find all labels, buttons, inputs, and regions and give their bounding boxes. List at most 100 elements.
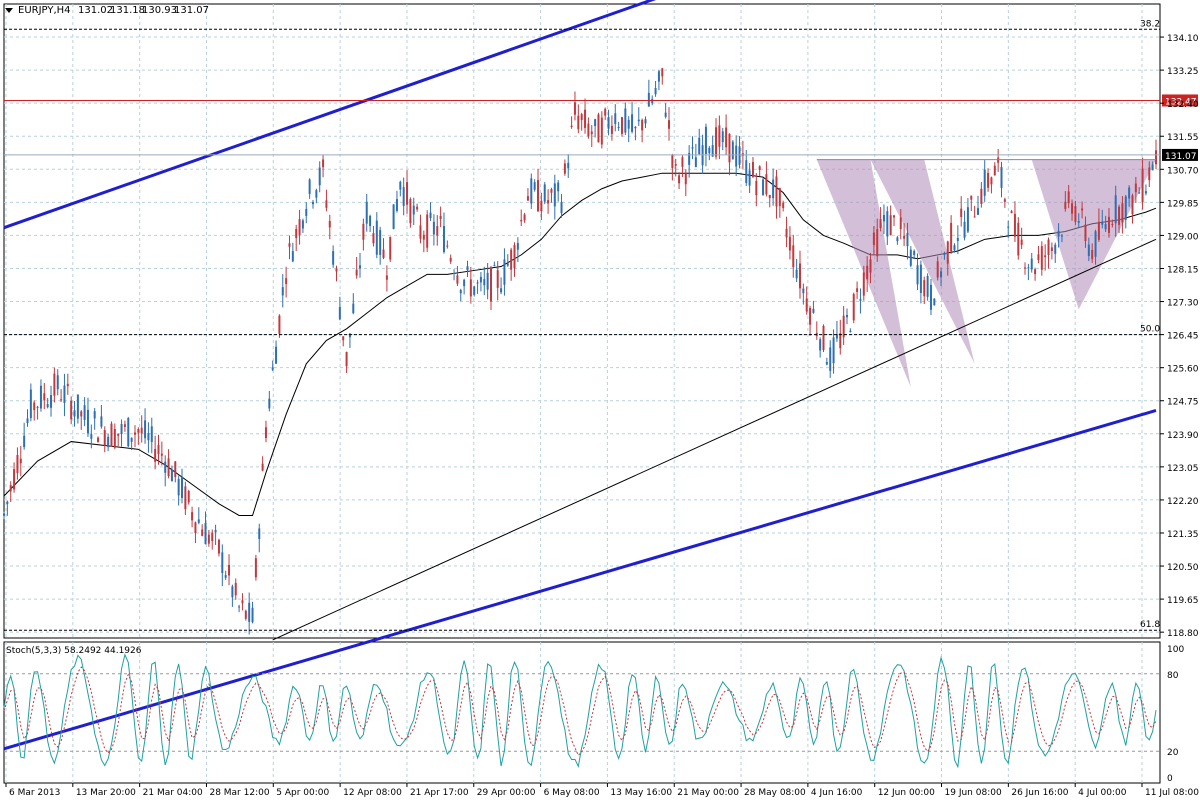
candle-body — [449, 257, 452, 262]
candle-body — [453, 273, 456, 275]
candle-body — [29, 389, 32, 419]
candle-body — [258, 528, 261, 539]
candle-body — [825, 361, 828, 365]
trend-lines — [3, 0, 1157, 751]
candle-body — [174, 461, 177, 478]
x-tick-label: 13 May 16:00 — [610, 788, 672, 798]
candle-body — [872, 232, 875, 245]
candle-body — [758, 166, 761, 170]
candle-body — [80, 411, 83, 417]
candle-body — [792, 245, 795, 268]
candle-body — [140, 427, 143, 434]
candle-body — [661, 68, 664, 77]
candle-body — [1047, 239, 1050, 256]
candle-body — [533, 182, 536, 190]
candle-body — [993, 165, 996, 176]
candle-body — [93, 411, 96, 419]
candle-body — [228, 564, 231, 576]
candle-body — [1067, 191, 1070, 204]
candle-body — [684, 172, 687, 185]
candle-body — [348, 333, 351, 338]
candle-body — [1071, 203, 1074, 214]
candle-body — [1044, 255, 1047, 258]
candle-body — [577, 115, 580, 130]
candle-body — [281, 287, 284, 296]
candle-body — [429, 212, 432, 219]
candle-body — [506, 263, 509, 266]
candle-body — [600, 117, 603, 145]
candle-body — [785, 228, 788, 238]
candle-body — [76, 394, 79, 419]
candle-body — [573, 102, 576, 115]
candle-body — [1131, 195, 1134, 215]
candle-body — [278, 315, 281, 334]
candle-body — [1007, 226, 1010, 228]
candle-body — [1121, 203, 1124, 223]
candle-body — [671, 155, 674, 168]
candle-body — [436, 226, 439, 236]
candle-body — [876, 229, 879, 257]
candle-body — [584, 109, 587, 128]
y-tick-label: 119.65 — [1167, 596, 1199, 606]
candle-body — [1134, 183, 1137, 193]
candle-body — [526, 196, 529, 201]
candle-body — [1111, 224, 1114, 226]
candle-body — [181, 476, 184, 498]
candle-body — [772, 179, 775, 199]
candle-body — [960, 208, 963, 218]
candle-body — [13, 469, 16, 490]
candle-body — [940, 271, 943, 278]
candle-body — [117, 433, 120, 436]
candle-body — [594, 119, 597, 127]
candle-body — [466, 266, 469, 271]
candle-body — [624, 108, 627, 133]
candle-body — [1138, 192, 1141, 194]
candle-body — [762, 179, 765, 195]
y-tick-label: 127.30 — [1167, 299, 1199, 309]
candle-body — [110, 423, 113, 447]
candle-body — [543, 184, 546, 202]
y-tick-label: 129.00 — [1167, 232, 1199, 242]
candle-body — [775, 176, 778, 207]
candle-body — [896, 237, 899, 242]
symbol-label: EURJPY,H4 — [18, 5, 71, 16]
candle-body — [184, 486, 187, 510]
candle-body — [244, 610, 247, 619]
candle-body — [1081, 208, 1084, 211]
candle-body — [540, 200, 543, 212]
x-tick-label: 6 May 08:00 — [544, 788, 600, 798]
candle-body — [926, 275, 929, 297]
candle-body — [694, 157, 697, 168]
candle-body — [248, 602, 251, 622]
fib-level-label: 50.0 — [1140, 325, 1160, 335]
candle-body — [751, 161, 754, 177]
candle-body — [369, 215, 372, 226]
candle-body — [530, 178, 533, 204]
dropdown-triangle-icon[interactable] — [5, 8, 13, 13]
candle-body — [261, 463, 264, 471]
candle-body — [194, 522, 197, 533]
candle-body — [426, 214, 429, 248]
time-axis: 6 Mar 2013 13 Mar 20:00 21 Mar 04:00 28 Mar… — [5, 783, 1199, 798]
candle-body — [43, 393, 46, 401]
candle-body — [231, 586, 234, 598]
channel-lower-line — [3, 409, 1157, 751]
y-tick-label: 128.15 — [1167, 265, 1199, 275]
candle-body — [120, 423, 123, 435]
candle-body — [221, 552, 224, 574]
candle-body — [523, 214, 526, 221]
candle-body — [721, 131, 724, 143]
y-tick-label: 123.05 — [1167, 464, 1199, 474]
candle-body — [755, 180, 758, 196]
candle-body — [1024, 267, 1027, 269]
y-tick-label: 124.75 — [1167, 398, 1199, 408]
candle-body — [382, 249, 385, 258]
y-tick-label: 123.90 — [1167, 431, 1199, 441]
candle-body — [510, 249, 513, 270]
y-tick-label: 134.10 — [1167, 34, 1199, 44]
candle-body — [322, 159, 325, 168]
candle-body — [990, 177, 993, 185]
current-price-label: 131.07 — [1165, 152, 1197, 162]
